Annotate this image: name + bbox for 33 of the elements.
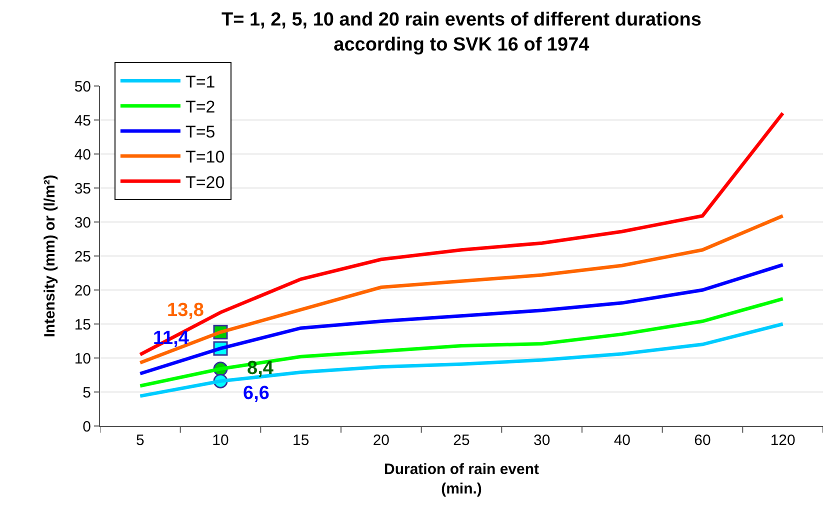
legend-label: T=5 [185, 122, 216, 142]
annotation: 6,6 [243, 383, 270, 404]
x-tick-label: 25 [453, 432, 470, 449]
x-tick-label: 20 [372, 432, 390, 449]
x-tick-label: 60 [694, 432, 711, 449]
y-tick-label: 5 [82, 384, 91, 402]
y-tick-label: 20 [74, 282, 91, 300]
y-tick-label: 10 [74, 350, 91, 368]
x-tick-label: 120 [770, 432, 796, 449]
x-tick-label: 40 [614, 432, 631, 449]
y-tick-label: 0 [82, 418, 91, 436]
x-tick-label: 30 [533, 432, 550, 449]
y-tick-label: 50 [74, 78, 91, 96]
y-tick-label: 30 [74, 214, 91, 232]
y-tick-label: 25 [74, 248, 91, 266]
chart-title: T= 1, 2, 5, 10 and 20 rain events of different durations according to SVK 16 of 1974 [222, 10, 702, 56]
legend-label: T=20 [185, 172, 225, 192]
x-tick-label: 10 [212, 432, 229, 449]
x-tick-label: 5 [136, 432, 144, 449]
y-tick-label: 15 [74, 316, 91, 334]
annotation: 8,4 [247, 358, 274, 379]
legend-label: T=1 [185, 72, 216, 92]
annotation: 13,8 [167, 300, 204, 321]
y-tick-label: 35 [74, 180, 91, 198]
x-axis-title: Duration of rain event (min.) [384, 461, 540, 498]
y-tick-label: 40 [74, 146, 91, 164]
x-tick-label: 15 [292, 432, 310, 449]
line-series [138, 263, 785, 376]
y-tick-label: 45 [74, 112, 91, 130]
y-axis-title: Intensity (mm) or (l/m²) [42, 174, 59, 338]
line-series [138, 111, 785, 356]
legend-label: T=10 [185, 148, 225, 167]
legend-label: T=2 [185, 97, 216, 116]
